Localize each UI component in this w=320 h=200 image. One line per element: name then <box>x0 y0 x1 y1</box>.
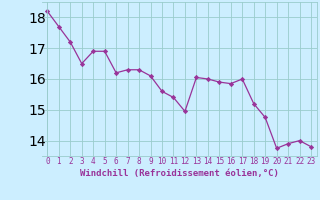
X-axis label: Windchill (Refroidissement éolien,°C): Windchill (Refroidissement éolien,°C) <box>80 169 279 178</box>
